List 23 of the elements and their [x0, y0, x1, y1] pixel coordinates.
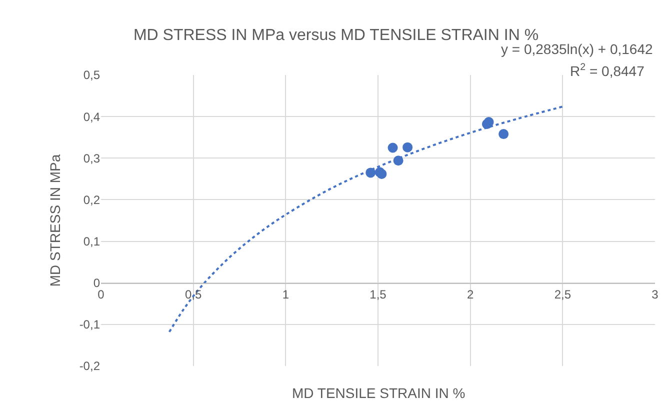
point [388, 142, 398, 153]
x-tick-label: 2,5 [554, 287, 572, 302]
x-tick-label: 1,5 [370, 287, 387, 302]
chart-title: MD STRESS IN MPa versus MD TENSILE STRAIN IN % [133, 26, 539, 44]
x-axis-title: MD TENSILE STRAIN IN % [292, 385, 466, 401]
y-tick-label: 0,3 [83, 151, 100, 166]
text: y = 0,2835ln(x) + 0,1642 [501, 41, 653, 57]
y-tick-label: 0,2 [83, 192, 100, 207]
y-tick-label: -0,1 [79, 318, 100, 332]
point [402, 142, 413, 152]
x-tick-label: 3 [652, 287, 659, 302]
y-axis-title: MD STRESS IN MPa [46, 154, 63, 287]
y-tick-label: 0,1 [83, 234, 100, 248]
x-tick-label: 0,5 [184, 287, 202, 302]
y-tick-label: 0,5 [83, 68, 100, 82]
y-tick-label: 0,4 [83, 110, 100, 124]
y-tick-label: 0 [93, 276, 100, 290]
point [484, 116, 494, 127]
x-tick-label: 2 [466, 287, 474, 302]
y-tick-label: -0,2 [79, 359, 100, 374]
annotation: R$^{2}$ = 0,8447 [570, 62, 645, 79]
x-tick-label: 1 [282, 287, 290, 302]
point [498, 129, 509, 140]
